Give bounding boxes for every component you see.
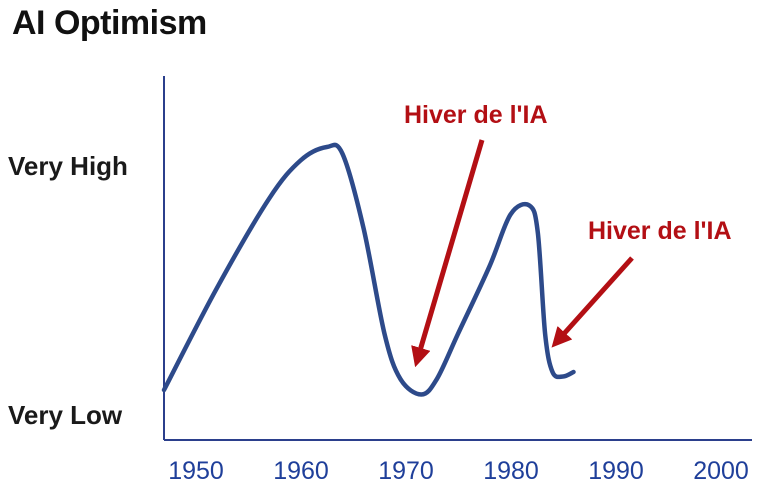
annotation-label: Hiver de l'IA: [404, 101, 548, 129]
series-line: [161, 142, 576, 397]
annotation-arrow: [551, 256, 634, 348]
y-tick-label-high: Very High: [8, 151, 128, 181]
x-tick-label: 1980: [483, 457, 539, 484]
x-tick-label: 1990: [588, 457, 644, 484]
x-tick-label: 2000: [693, 457, 749, 484]
x-tick-label: 1950: [168, 457, 224, 484]
x-tick-label: 1970: [378, 457, 434, 484]
chart-title: AI Optimism: [12, 4, 207, 42]
annotation-arrow: [411, 139, 485, 368]
annotation-label: Hiver de l'IA: [588, 217, 732, 245]
x-tick-label: 1960: [273, 457, 329, 484]
y-tick-label-low: Very Low: [8, 400, 123, 430]
